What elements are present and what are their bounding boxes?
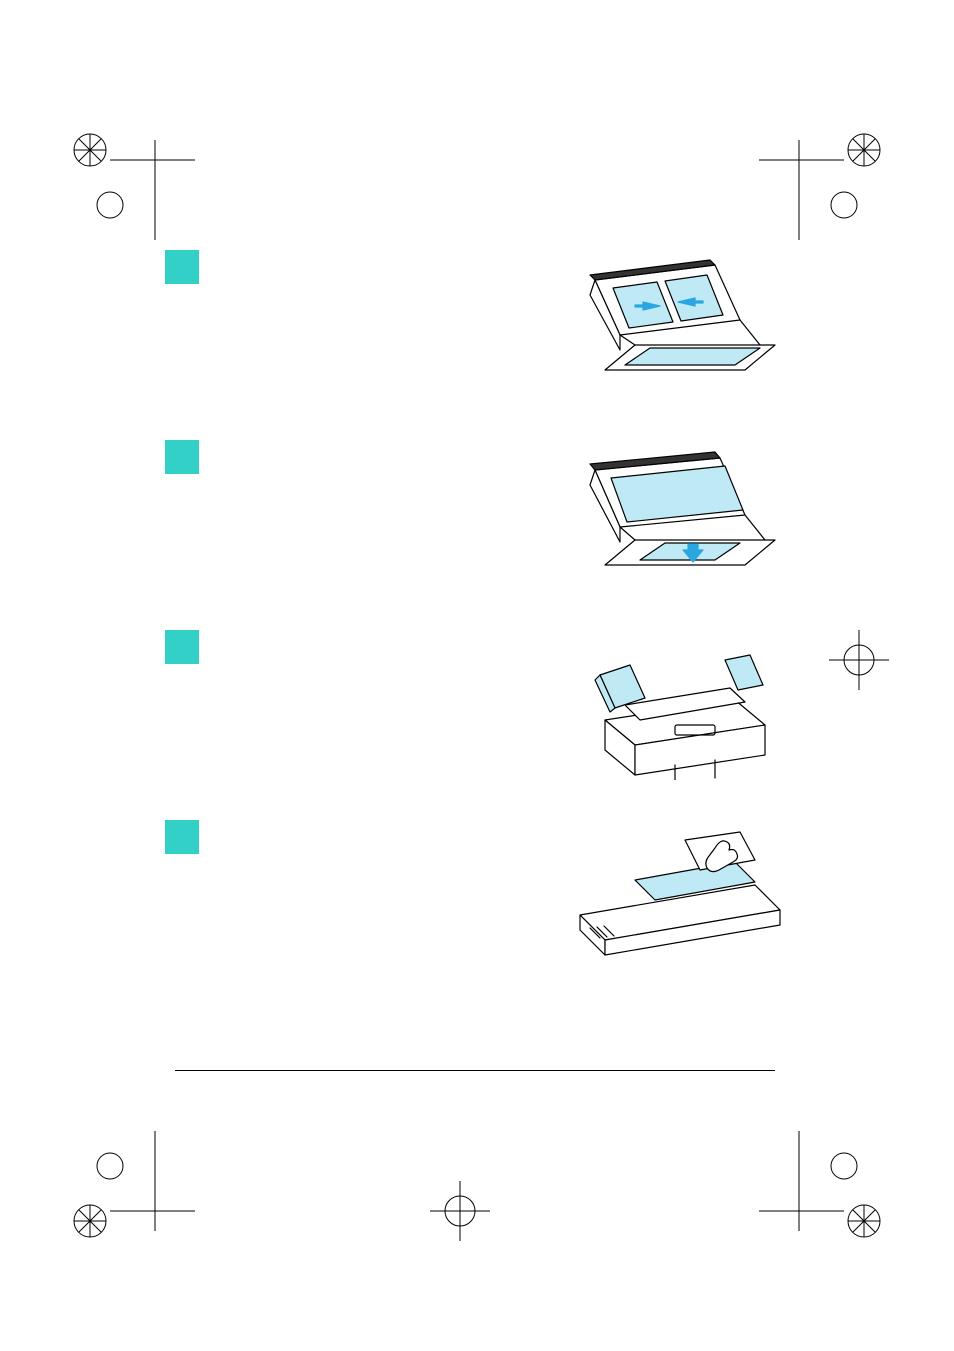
step-number-box: [165, 250, 199, 284]
step-3-figure: [565, 630, 785, 780]
step-number-box: [165, 820, 199, 854]
step-number-box: [165, 630, 199, 664]
cropmark-bottom-center: [420, 1171, 500, 1251]
step-number-box: [165, 440, 199, 474]
step-4: [165, 820, 785, 970]
step-text: [217, 250, 547, 256]
cropmark-bottom-right: [759, 1131, 899, 1251]
step-3: [165, 630, 785, 780]
page-root: [0, 0, 954, 1351]
footer-rule: [175, 1070, 775, 1071]
step-2: [165, 440, 785, 590]
step-text: [217, 440, 547, 446]
cropmark-mid-right: [819, 620, 899, 700]
cropmark-bottom-left: [55, 1131, 195, 1251]
step-4-figure: [565, 820, 785, 970]
step-text: [217, 630, 547, 636]
step-1-figure: [565, 250, 785, 400]
cropmark-top-right: [759, 120, 899, 240]
content-column: [165, 250, 785, 1010]
cropmark-top-left: [55, 120, 195, 240]
step-1: [165, 250, 785, 400]
step-2-figure: [565, 440, 785, 590]
step-text: [217, 820, 547, 826]
